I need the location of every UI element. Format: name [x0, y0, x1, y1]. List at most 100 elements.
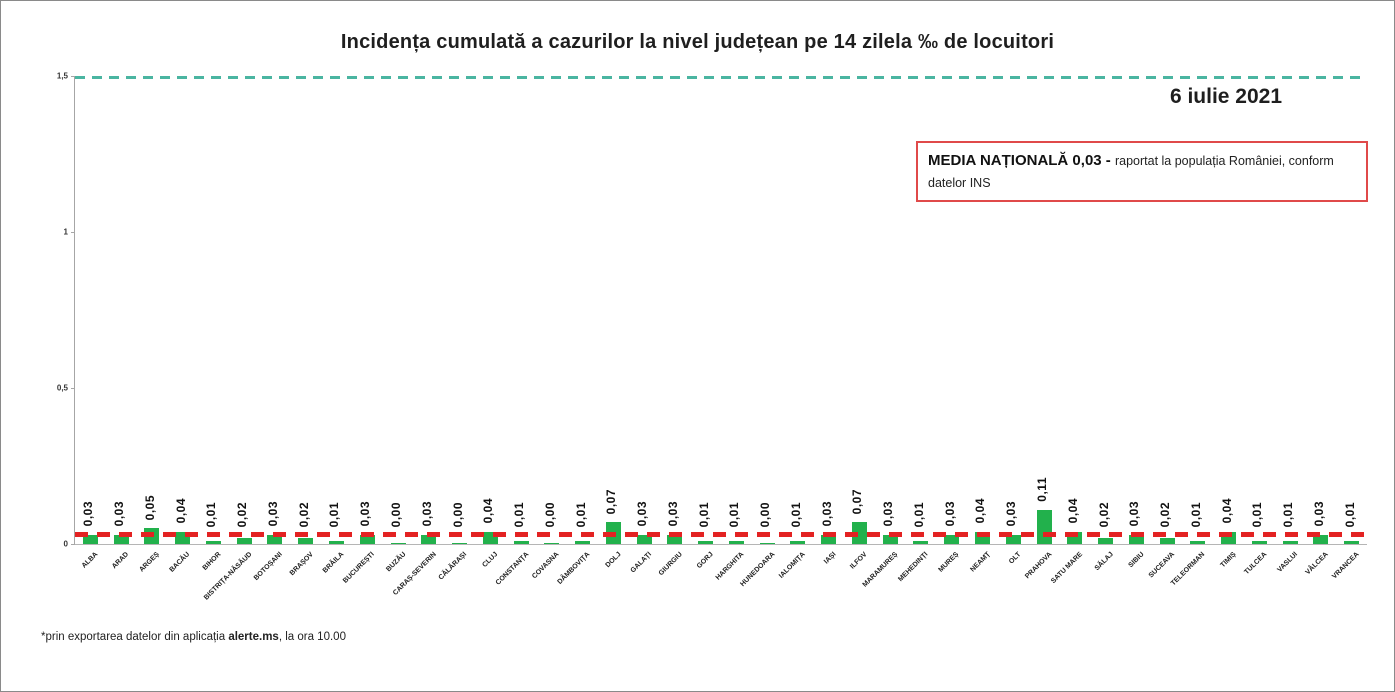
y-axis-tick-mark: [71, 388, 75, 389]
bar-value-label: 0,00: [758, 501, 773, 527]
bar-value-label: 0,01: [911, 501, 926, 527]
footnote-app-name: alerte.ms: [228, 631, 279, 643]
bar-value-label: 0,01: [1188, 501, 1203, 527]
chart-bar: [544, 543, 560, 544]
bar-value-label: 0,01: [1250, 501, 1265, 527]
national-average-note: raportat la populația României, conform …: [928, 154, 1334, 190]
chart-bar: [1036, 509, 1052, 544]
chart-bar: [236, 537, 252, 544]
bar-value-label: 0,02: [296, 501, 311, 527]
chart-bar: [728, 540, 744, 544]
chart-bar: [913, 540, 929, 544]
x-axis-category-label: BRĂILA: [321, 551, 346, 575]
chart-bar: [513, 540, 529, 544]
bar-value-label: 0,03: [1311, 501, 1326, 527]
bar-value-label: 0,01: [1342, 501, 1357, 527]
x-axis-category-label: GIURGIU: [657, 551, 684, 578]
national-average-annotation: MEDIA NAȚIONALĂ 0,03 - raportat la popul…: [916, 141, 1368, 203]
bar-value-label: 0,01: [327, 501, 342, 527]
bar-value-label: 0,03: [112, 501, 127, 527]
upper-limit-line: [75, 76, 1367, 79]
chart-bar: [1313, 534, 1329, 544]
x-axis-category-label: HARGHITA: [714, 551, 746, 582]
chart-bar: [113, 534, 129, 544]
bar-value-label: 0,04: [173, 498, 188, 524]
chart-bar: [1098, 537, 1114, 544]
bar-value-label: 0,01: [696, 501, 711, 527]
x-axis-category-label: IAȘI: [823, 551, 838, 566]
y-axis-tick-label: 0: [63, 539, 68, 549]
x-axis-category-label: ARAD: [110, 551, 131, 571]
footnote-suffix: , la ora 10.00: [278, 631, 346, 643]
x-axis-category-label: BUCUREȘTI: [342, 551, 377, 585]
bar-value-label: 0,03: [665, 501, 680, 527]
y-axis-tick-label: 1: [63, 227, 68, 237]
footnote-prefix: *prin exportarea datelor din aplicația: [41, 631, 229, 643]
bar-value-label: 0,01: [204, 501, 219, 527]
bar-value-label: 0,03: [1127, 501, 1142, 527]
y-axis-tick-mark: [71, 76, 75, 77]
bar-value-label: 0,03: [81, 501, 96, 527]
x-axis-category-label: SATU MARE: [1049, 551, 1084, 586]
bar-value-label: 0,01: [788, 501, 803, 527]
x-axis-category-label: VASLUI: [1276, 551, 1300, 574]
chart-bar: [1344, 540, 1360, 544]
x-axis-category-label: COVASNA: [531, 551, 561, 581]
x-axis-category-label: DOLJ: [604, 551, 623, 570]
x-axis-category-label: BUZĂU: [384, 551, 407, 574]
x-axis-category-label: TIMIȘ: [1219, 551, 1238, 570]
x-axis-category-label: TULCEA: [1243, 551, 1269, 577]
chart-bar: [698, 540, 714, 544]
x-axis-category-label: BIHOR: [201, 551, 223, 572]
x-axis-category-label: ARGEȘ: [138, 551, 161, 574]
bar-value-label: 0,03: [942, 501, 957, 527]
bar-value-label: 0,04: [1065, 498, 1080, 524]
bar-value-label: 0,00: [450, 501, 465, 527]
bar-value-label: 0,01: [573, 501, 588, 527]
plot-area: 0 0,5 1 1,5 0,03 ALBA 0,03 ARAD 0,05 ARGEȘ 0,04 BAC…: [57, 72, 1367, 602]
x-axis-category-label: NEAMȚ: [968, 551, 992, 574]
chart-title: Incidența cumulată a cazurilor la nivel …: [340, 31, 1055, 53]
bar-value-label: 0,03: [358, 501, 373, 527]
chart-bar: [790, 540, 806, 544]
x-axis-category-label: SIBIU: [1127, 551, 1146, 570]
bar-value-label: 0,05: [142, 495, 157, 521]
x-axis-category-label: GORJ: [695, 551, 715, 570]
bar-value-label: 0,11: [1035, 476, 1049, 502]
chart-bar: [667, 534, 683, 544]
chart-bar: [82, 534, 98, 544]
bar-value-label: 0,07: [850, 488, 865, 515]
chart-bar: [759, 543, 775, 544]
x-axis-category-label: CONSTANȚA: [494, 551, 530, 587]
x-axis-category-label: GALAȚI: [629, 551, 654, 575]
x-axis-category-label: MUREȘ: [937, 551, 961, 574]
x-axis-category-label: BRAȘOV: [288, 551, 315, 578]
bar-value-label: 0,03: [419, 501, 434, 527]
chart-bar: [1282, 540, 1298, 544]
y-axis-tick-mark: [71, 232, 75, 233]
chart-bar: [421, 534, 437, 544]
bar-value-label: 0,00: [542, 501, 557, 527]
report-date: 6 iulie 2021: [1169, 85, 1283, 108]
x-axis-category-label: TELEORMAN: [1170, 551, 1207, 588]
x-axis-category-label: PRAHOVA: [1023, 551, 1053, 581]
bar-value-label: 0,04: [481, 498, 496, 524]
x-axis-category-label: MEHEDINȚI: [897, 551, 930, 584]
bar-value-label: 0,07: [604, 488, 619, 515]
x-axis-category-label: OLT: [1007, 551, 1023, 566]
chart-bar: [821, 534, 837, 544]
bar-value-label: 0,03: [881, 501, 896, 527]
bar-value-label: 0,04: [973, 498, 988, 524]
chart-bar: [944, 534, 960, 544]
bar-value-label: 0,03: [819, 501, 834, 527]
x-axis-category-label: IALOMIȚA: [777, 551, 807, 580]
x-axis-category-label: SĂLAJ: [1093, 551, 1115, 573]
bar-value-label: 0,00: [389, 501, 403, 527]
x-axis-category-label: SUCEAVA: [1147, 551, 1176, 580]
chart-bar: [359, 534, 375, 544]
y-axis-tick-label: 0,5: [56, 383, 68, 393]
chart-bar: [1159, 537, 1175, 544]
chart-bar: [1190, 540, 1206, 544]
x-axis-category-label: CLUJ: [481, 551, 500, 569]
bar-value-label: 0,04: [1219, 498, 1234, 524]
